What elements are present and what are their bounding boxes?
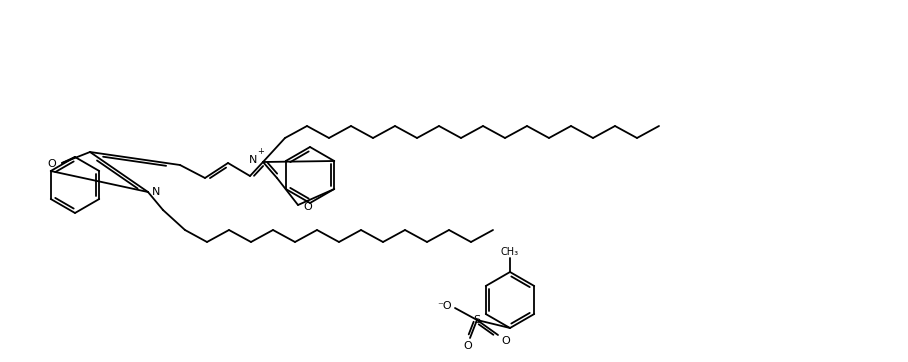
Text: N: N	[249, 155, 257, 165]
Text: O: O	[47, 159, 56, 169]
Text: ⁻O: ⁻O	[438, 301, 452, 311]
Text: +: +	[258, 147, 264, 156]
Text: O: O	[303, 202, 312, 212]
Text: N: N	[152, 187, 160, 197]
Text: S: S	[473, 315, 480, 325]
Text: O: O	[501, 336, 510, 346]
Text: CH₃: CH₃	[501, 247, 519, 257]
Text: O: O	[464, 341, 472, 351]
